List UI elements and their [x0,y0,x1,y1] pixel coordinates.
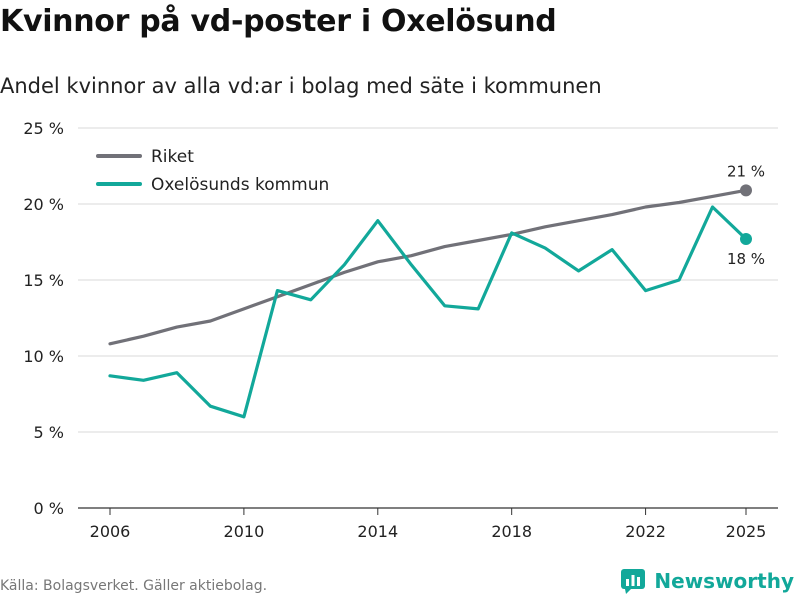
y-tick-label: 25 % [23,119,64,138]
end-marker-oxelosund [740,232,752,245]
y-tick-label: 20 % [23,195,64,214]
end-marker-riket [740,184,752,197]
legend-label: Oxelösunds kommun [151,175,329,195]
end-label-riket: 21 % [727,162,765,180]
x-tick-label: 2010 [224,522,265,541]
end-label-oxelosund: 18 % [727,250,765,268]
series-line-oxelosund [108,205,748,419]
y-tick-label: 0 % [34,499,64,518]
x-tick-label: 2025 [726,522,767,541]
x-tick-label: 2022 [625,522,666,541]
brand-name: Newsworthy [654,569,794,593]
chart-title: Kvinnor på vd-poster i Oxelösund [0,4,557,39]
x-tick-label: 2018 [491,522,532,541]
x-tick-label: 2014 [357,522,398,541]
newsworthy-logo-icon [621,569,646,594]
chart-subtitle: Andel kvinnor av alla vd:ar i bolag med … [0,74,602,98]
y-tick-label: 10 % [23,347,64,366]
y-tick-label: 15 % [23,271,64,290]
series-line-riket [108,188,748,346]
brand-logo[interactable]: Newsworthy [620,568,794,594]
x-tick-label: 2006 [90,522,131,541]
source-note: Källa: Bolagsverket. Gäller aktiebolag. [0,578,268,594]
y-tick-label: 5 % [34,423,64,442]
legend-label: Riket [151,147,194,167]
